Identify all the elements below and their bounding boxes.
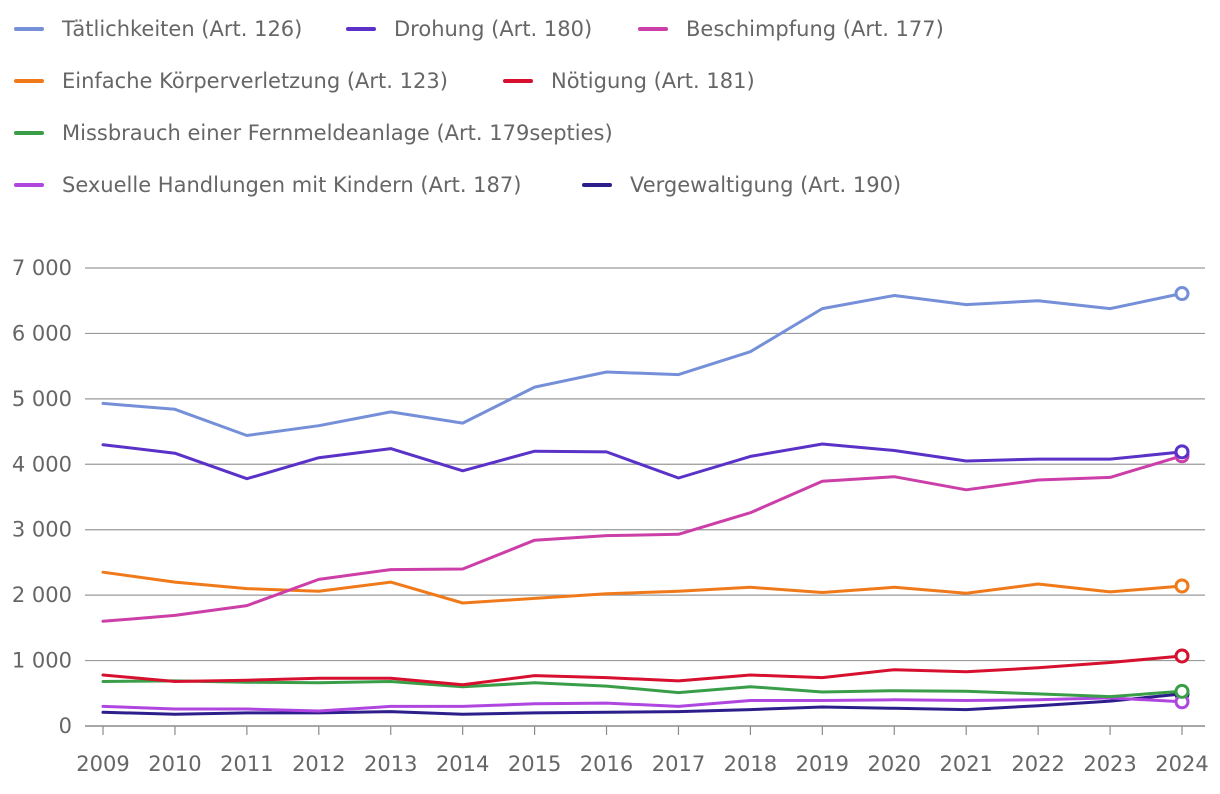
legend-swatch <box>14 27 44 31</box>
y-tick-label: 3 000 <box>12 518 72 542</box>
y-tick-label: 5 000 <box>12 387 72 411</box>
series-line[interactable] <box>101 442 1184 481</box>
legend-label: Tätlichkeiten (Art. 126) <box>62 17 303 41</box>
series-line[interactable] <box>101 454 1184 623</box>
y-tick-label: 1 000 <box>12 649 72 673</box>
legend-item[interactable]: Beschimpfung (Art. 177) <box>638 14 944 44</box>
series-end-marker[interactable] <box>1174 648 1190 664</box>
x-tick-label: 2015 <box>508 752 561 776</box>
x-tick-label: 2022 <box>1011 752 1064 776</box>
legend-swatch <box>346 27 376 31</box>
legend-label: Missbrauch einer Fernmeldeanlage (Art. 1… <box>62 121 613 145</box>
x-tick-label: 2024 <box>1155 752 1208 776</box>
legend-label: Vergewaltigung (Art. 190) <box>630 173 902 197</box>
legend-item[interactable]: Einfache Körperverletzung (Art. 123) <box>14 66 448 96</box>
grid-lines <box>85 267 1205 727</box>
legend-swatch <box>582 183 612 187</box>
y-tick-label: 7 000 <box>12 256 72 280</box>
legend-swatch <box>14 131 44 135</box>
y-tick-label: 0 <box>59 714 72 738</box>
x-tick-label: 2016 <box>580 752 633 776</box>
x-tick-label: 2009 <box>76 752 129 776</box>
legend-item[interactable]: Drohung (Art. 180) <box>346 14 592 44</box>
y-axis-ticks: 0 1 000 2 000 3 000 4 000 5 000 6 000 7 000 <box>12 256 72 738</box>
legend-label: Sexuelle Handlungen mit Kindern (Art. 18… <box>62 173 522 197</box>
x-tick-label: 2013 <box>364 752 417 776</box>
x-axis-ticks: 2009 2010 2011 2012 2013 2014 2015 2016 2017 2018… <box>76 726 1209 776</box>
y-tick-label: 4 000 <box>12 452 72 476</box>
legend-item[interactable]: Missbrauch einer Fernmeldeanlage (Art. 1… <box>14 118 613 148</box>
legend-label: Einfache Körperverletzung (Art. 123) <box>62 69 448 93</box>
series-line[interactable] <box>101 679 1184 699</box>
legend-label: Nötigung (Art. 181) <box>551 69 755 93</box>
series-line[interactable] <box>101 570 1184 605</box>
series-line[interactable] <box>101 692 1184 716</box>
legend-item[interactable]: Vergewaltigung (Art. 190) <box>582 170 901 200</box>
x-tick-label: 2021 <box>939 752 992 776</box>
x-tick-label: 2010 <box>148 752 201 776</box>
series-lines <box>101 292 1184 716</box>
legend-swatch <box>503 79 533 83</box>
legend-swatch <box>14 79 44 83</box>
x-tick-label: 2011 <box>220 752 273 776</box>
series-end-marker[interactable] <box>1174 683 1190 699</box>
x-tick-label: 2019 <box>796 752 849 776</box>
y-tick-label: 2 000 <box>12 583 72 607</box>
y-tick-label: 6 000 <box>12 321 72 345</box>
series-line[interactable] <box>101 292 1184 437</box>
legend-item[interactable]: Nötigung (Art. 181) <box>503 66 755 96</box>
series-end-marker[interactable] <box>1174 444 1190 460</box>
x-tick-label: 2012 <box>292 752 345 776</box>
x-tick-label: 2014 <box>436 752 489 776</box>
x-tick-label: 2018 <box>724 752 777 776</box>
legend-label: Drohung (Art. 180) <box>394 17 593 41</box>
legend: Tätlichkeiten (Art. 126) Drohung (Art. 18… <box>0 0 1220 230</box>
end-markers <box>1174 286 1190 710</box>
legend-swatch <box>14 183 44 187</box>
series-end-marker[interactable] <box>1174 578 1190 594</box>
legend-label: Beschimpfung (Art. 177) <box>686 17 944 41</box>
series-line[interactable] <box>101 654 1184 687</box>
legend-swatch <box>638 27 668 31</box>
legend-item[interactable]: Sexuelle Handlungen mit Kindern (Art. 18… <box>14 170 521 200</box>
x-tick-label: 2017 <box>652 752 705 776</box>
x-tick-label: 2023 <box>1083 752 1136 776</box>
series-line[interactable] <box>101 696 1184 713</box>
legend-item[interactable]: Tätlichkeiten (Art. 126) <box>14 14 302 44</box>
x-tick-label: 2020 <box>868 752 921 776</box>
series-end-marker[interactable] <box>1174 286 1190 302</box>
